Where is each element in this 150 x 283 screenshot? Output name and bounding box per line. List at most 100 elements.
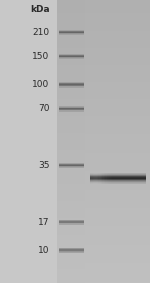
Bar bbox=[134, 173, 136, 184]
Bar bbox=[118, 173, 119, 184]
Polygon shape bbox=[85, 163, 150, 164]
Polygon shape bbox=[85, 78, 150, 79]
Polygon shape bbox=[85, 125, 150, 126]
Polygon shape bbox=[85, 21, 150, 23]
Polygon shape bbox=[85, 164, 150, 166]
Polygon shape bbox=[85, 245, 150, 246]
Polygon shape bbox=[57, 229, 150, 231]
Polygon shape bbox=[85, 181, 150, 183]
Bar bbox=[90, 173, 146, 174]
Polygon shape bbox=[57, 194, 150, 195]
Bar bbox=[90, 177, 146, 178]
Polygon shape bbox=[57, 123, 150, 125]
Polygon shape bbox=[85, 248, 150, 249]
Polygon shape bbox=[85, 10, 150, 11]
Polygon shape bbox=[57, 236, 150, 238]
Polygon shape bbox=[57, 216, 150, 218]
Polygon shape bbox=[85, 187, 150, 188]
Polygon shape bbox=[85, 225, 150, 226]
Bar bbox=[58, 110, 84, 111]
Bar bbox=[101, 173, 102, 184]
Polygon shape bbox=[85, 272, 150, 273]
Polygon shape bbox=[85, 160, 150, 161]
Polygon shape bbox=[85, 212, 150, 214]
Polygon shape bbox=[57, 109, 150, 110]
Polygon shape bbox=[57, 195, 150, 197]
Polygon shape bbox=[57, 100, 150, 102]
Polygon shape bbox=[57, 81, 150, 82]
Polygon shape bbox=[85, 267, 150, 269]
Bar bbox=[58, 34, 84, 35]
Polygon shape bbox=[85, 126, 150, 127]
Polygon shape bbox=[85, 250, 150, 252]
Bar bbox=[130, 173, 132, 184]
Polygon shape bbox=[85, 82, 150, 83]
Polygon shape bbox=[57, 133, 150, 134]
Bar bbox=[58, 106, 84, 107]
Polygon shape bbox=[57, 21, 150, 23]
Polygon shape bbox=[57, 168, 150, 170]
Bar bbox=[123, 173, 125, 184]
Polygon shape bbox=[85, 33, 150, 34]
Polygon shape bbox=[57, 62, 150, 64]
Polygon shape bbox=[85, 170, 150, 171]
Polygon shape bbox=[85, 149, 150, 150]
Polygon shape bbox=[85, 188, 150, 190]
Polygon shape bbox=[85, 42, 150, 44]
Polygon shape bbox=[85, 214, 150, 215]
Polygon shape bbox=[57, 74, 150, 75]
Polygon shape bbox=[85, 67, 150, 68]
Polygon shape bbox=[85, 72, 150, 74]
Bar bbox=[90, 176, 146, 177]
Polygon shape bbox=[85, 238, 150, 239]
Polygon shape bbox=[57, 3, 150, 4]
Polygon shape bbox=[57, 106, 150, 108]
Polygon shape bbox=[85, 40, 150, 41]
Polygon shape bbox=[57, 258, 150, 259]
Polygon shape bbox=[85, 216, 150, 218]
Polygon shape bbox=[85, 177, 150, 178]
Polygon shape bbox=[57, 166, 150, 167]
Polygon shape bbox=[85, 55, 150, 57]
Polygon shape bbox=[85, 95, 150, 96]
Polygon shape bbox=[57, 151, 150, 153]
Polygon shape bbox=[57, 52, 150, 54]
Bar bbox=[58, 108, 84, 109]
Polygon shape bbox=[57, 86, 150, 88]
Bar bbox=[58, 87, 84, 88]
Polygon shape bbox=[57, 120, 150, 122]
Bar bbox=[115, 173, 116, 184]
Polygon shape bbox=[85, 222, 150, 224]
Bar bbox=[90, 175, 146, 176]
Polygon shape bbox=[85, 45, 150, 47]
Polygon shape bbox=[57, 8, 150, 10]
Bar bbox=[91, 173, 93, 184]
Polygon shape bbox=[85, 262, 150, 263]
Bar bbox=[58, 249, 84, 250]
Polygon shape bbox=[85, 51, 150, 52]
Text: 35: 35 bbox=[38, 161, 50, 170]
Polygon shape bbox=[85, 161, 150, 163]
Polygon shape bbox=[85, 184, 150, 185]
Polygon shape bbox=[85, 96, 150, 98]
Bar bbox=[58, 164, 84, 165]
Polygon shape bbox=[57, 13, 150, 14]
Bar bbox=[114, 173, 115, 184]
Bar bbox=[112, 173, 114, 184]
Polygon shape bbox=[57, 54, 150, 55]
Bar bbox=[58, 33, 84, 34]
Polygon shape bbox=[57, 91, 150, 92]
Polygon shape bbox=[57, 125, 150, 126]
Polygon shape bbox=[85, 211, 150, 212]
Polygon shape bbox=[85, 208, 150, 209]
Polygon shape bbox=[85, 150, 150, 151]
Polygon shape bbox=[85, 13, 150, 14]
Polygon shape bbox=[57, 161, 150, 163]
Polygon shape bbox=[85, 252, 150, 253]
Polygon shape bbox=[85, 260, 150, 262]
Polygon shape bbox=[85, 37, 150, 38]
Polygon shape bbox=[85, 232, 150, 233]
Bar bbox=[58, 83, 84, 84]
Polygon shape bbox=[85, 88, 150, 89]
Bar bbox=[58, 109, 84, 110]
